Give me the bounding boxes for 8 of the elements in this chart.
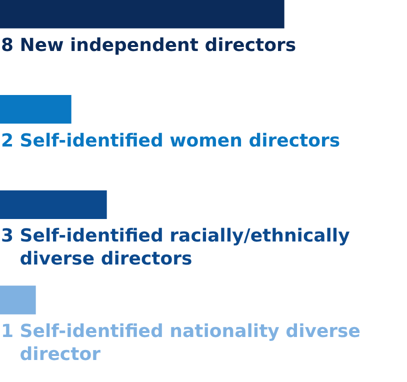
bar: [0, 0, 284, 28]
y-tick-label: 2 Self-identified women directors: [1, 130, 340, 152]
y-tick-label: 3 Self-identified racially/ethnically diverse directors: [1, 226, 350, 270]
bar: [0, 95, 72, 124]
bar: [0, 190, 107, 219]
y-tick-label: 1 Self-identified nationality diverse director: [1, 321, 360, 365]
y-tick-label: 8 New independent directors: [1, 35, 296, 56]
bar: [0, 286, 36, 314]
